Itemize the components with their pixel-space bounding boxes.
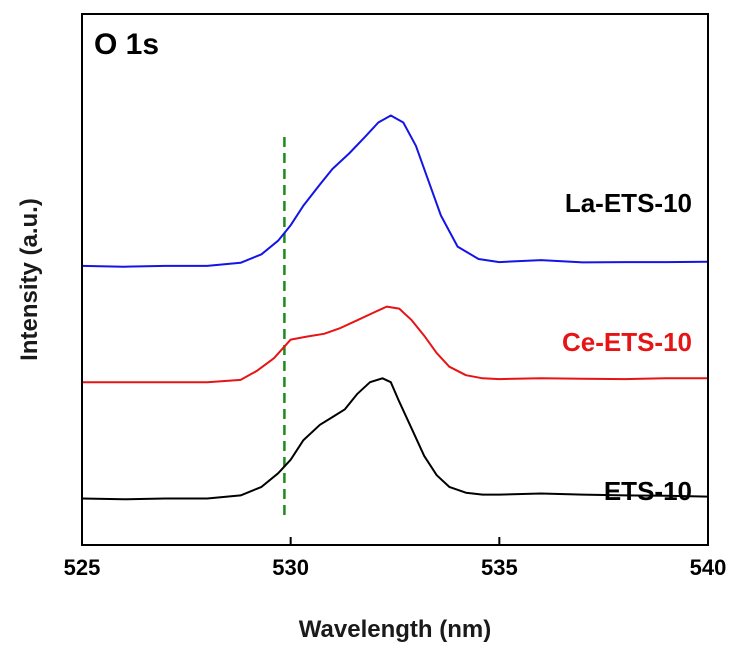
series-label-la-ets-10: La-ETS-10 xyxy=(565,188,692,218)
x-tick-label: 540 xyxy=(690,555,727,580)
x-tick-label: 535 xyxy=(481,555,518,580)
series-line-ce-ets-10 xyxy=(82,305,708,384)
y-axis-title: Intensity (a.u.) xyxy=(16,198,43,361)
series-line-la-ets-10 xyxy=(81,114,709,268)
series-label-ce-ets-10: Ce-ETS-10 xyxy=(562,327,692,357)
chart-title: O 1s xyxy=(94,28,159,61)
series-layer xyxy=(81,114,709,501)
x-tick-label: 530 xyxy=(272,555,309,580)
x-axis-title: Wavelength (nm) xyxy=(299,616,491,643)
series-line-ets-10 xyxy=(81,377,709,501)
plot-frame xyxy=(81,13,709,546)
series-label-ets-10: ETS-10 xyxy=(604,476,692,506)
x-axis-ticks: 525 530 535 540 xyxy=(64,537,727,580)
x-tick-label: 525 xyxy=(64,555,101,580)
series-labels: La-ETS-10 Ce-ETS-10 ETS-10 xyxy=(562,188,692,506)
